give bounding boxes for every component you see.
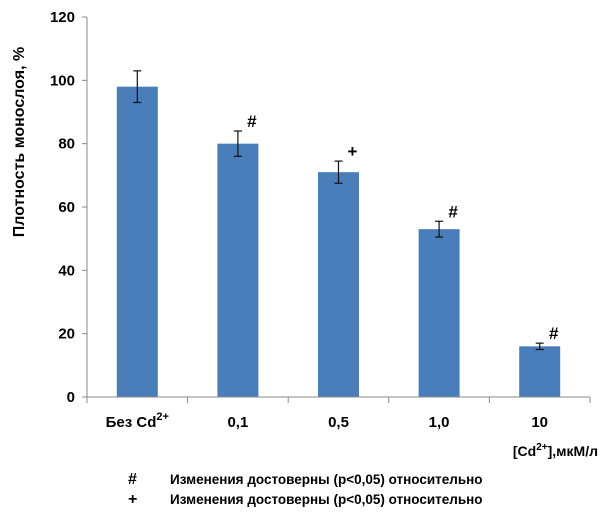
x-tick-text: 10 — [531, 414, 548, 431]
x-tick-label: 0,5 — [328, 414, 349, 431]
legend-text: Изменения достоверны (p<0,05) относитель… — [170, 492, 483, 507]
bar — [318, 172, 359, 397]
y-tick-label: 20 — [58, 326, 75, 343]
y-tick-label: 100 — [50, 72, 75, 89]
x-axis-unit: [Cd2+],мкМ/л — [513, 442, 598, 459]
y-tick-label: 40 — [58, 262, 75, 279]
bar-chart: Плотность монослоя, % 0 20 40 60 80 100 120 # +… — [11, 9, 598, 459]
y-axis-title: Плотность монослоя, % — [11, 47, 28, 237]
legend: # Изменения достоверны (p<0,05) относите… — [128, 470, 598, 510]
x-tick-text: 0,1 — [227, 414, 248, 431]
bar — [418, 229, 460, 397]
significance-mark: # — [247, 112, 257, 131]
legend-symbol: + — [128, 491, 138, 508]
y-tick-label: 60 — [58, 199, 75, 216]
x-unit-suffix: ],мкМ/л — [548, 443, 598, 459]
y-axis: 0 20 40 60 80 100 120 — [50, 9, 88, 406]
x-unit-charge: 2+ — [536, 442, 548, 453]
x-tick-label: Без Cd2+ — [106, 411, 169, 431]
legend-text: Изменения достоверны (p<0,05) относитель… — [170, 472, 483, 487]
x-tick-text: Без Cd — [106, 414, 157, 431]
y-tick-label: 120 — [50, 9, 75, 26]
legend-item-hash: # Изменения достоверны (p<0,05) относите… — [128, 470, 598, 490]
significance-mark: # — [549, 324, 559, 343]
y-tick-label: 0 — [67, 389, 75, 406]
x-tick-text: 1,0 — [429, 414, 450, 431]
x-axis: Без Cd2+ 0,1 0,5 1,0 10 — [86, 396, 591, 431]
significance-mark: # — [448, 202, 458, 221]
x-tick-text: 0,5 — [328, 414, 349, 431]
x-tick-label: 1,0 — [429, 414, 450, 431]
x-unit-prefix: [ — [513, 443, 518, 459]
x-tick-label: 10 — [531, 414, 548, 431]
bar — [217, 143, 259, 397]
x-tick-superscript: 2+ — [156, 411, 169, 423]
x-tick-label: 0,1 — [227, 414, 248, 431]
bar — [519, 346, 561, 397]
bar — [116, 86, 158, 398]
legend-item-plus: + Изменения достоверны (p<0,05) относите… — [128, 490, 598, 510]
significance-mark: + — [348, 142, 358, 161]
legend-symbol: # — [128, 471, 137, 488]
y-tick-label: 80 — [58, 136, 75, 153]
x-unit-ion: Cd — [518, 443, 537, 459]
bars: # + # # — [116, 70, 561, 398]
